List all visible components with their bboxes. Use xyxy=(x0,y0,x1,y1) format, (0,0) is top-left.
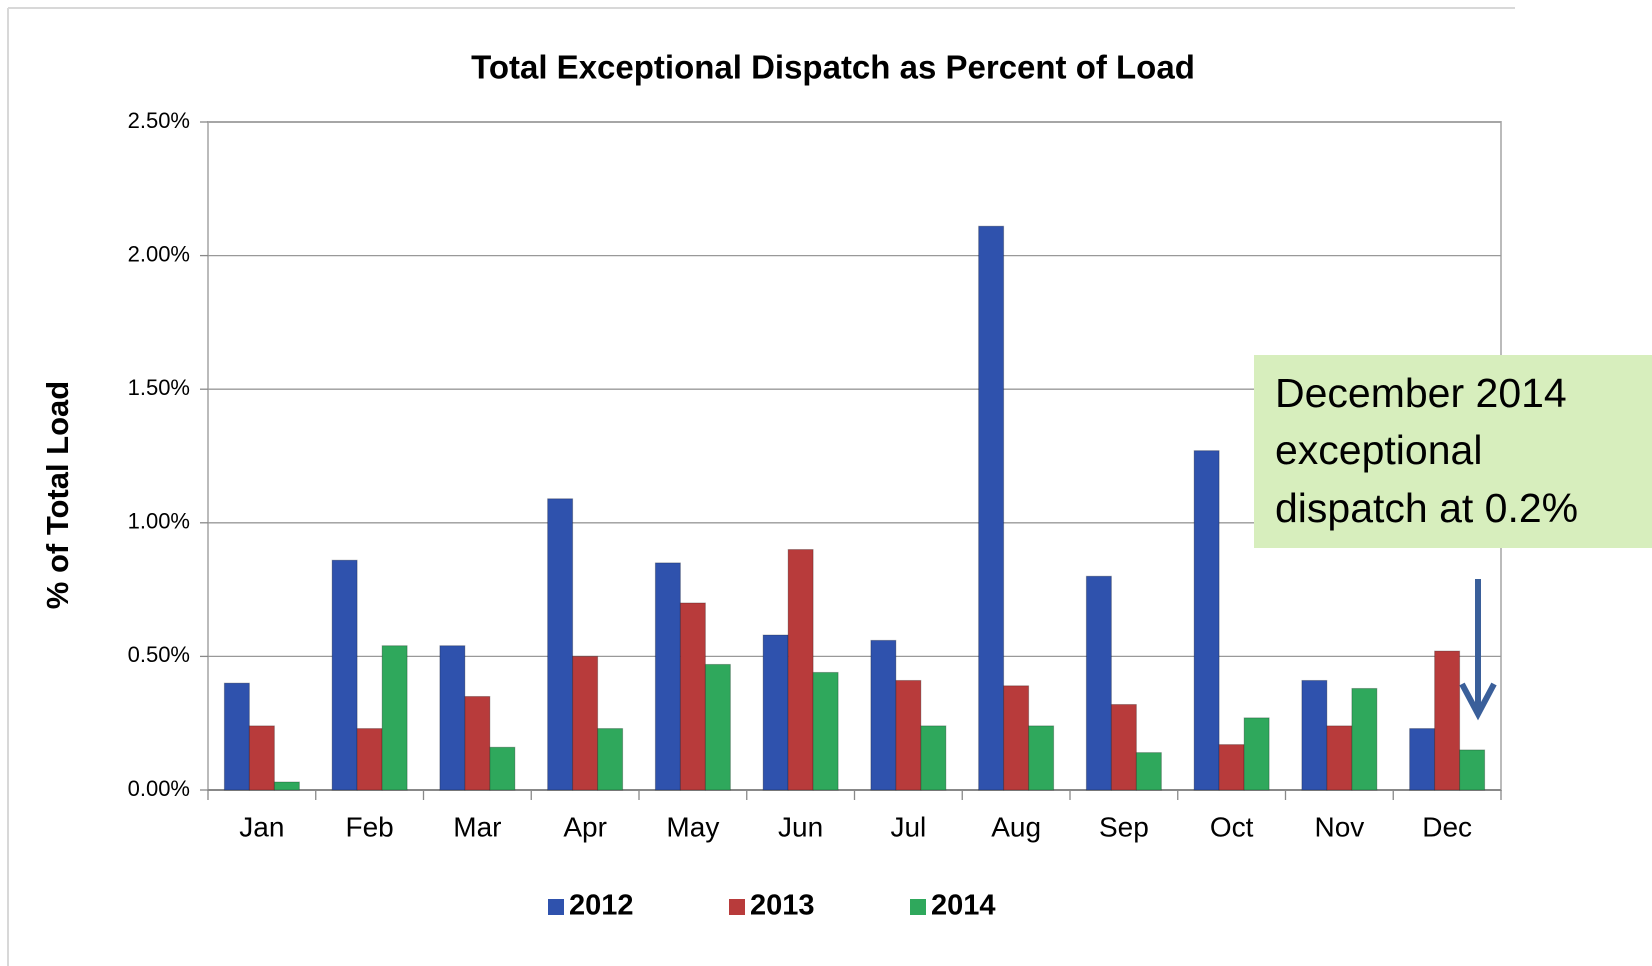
bar xyxy=(381,645,408,791)
bar xyxy=(654,562,681,791)
annotation-line: dispatch at 0.2% xyxy=(1275,485,1578,531)
bar xyxy=(572,655,599,791)
bar xyxy=(1243,717,1270,791)
bar xyxy=(1351,687,1378,791)
bar xyxy=(1193,450,1220,791)
bar xyxy=(679,602,706,791)
bar xyxy=(597,728,624,791)
bar xyxy=(223,682,250,791)
y-tick-label: 0.00% xyxy=(128,776,190,801)
legend-swatch xyxy=(729,899,745,915)
chart-title: Total Exceptional Dispatch as Percent of… xyxy=(471,49,1195,86)
x-tick-label: Dec xyxy=(1422,811,1472,842)
bar xyxy=(812,671,839,791)
bar xyxy=(547,498,574,791)
y-tick-label: 1.50% xyxy=(128,375,190,400)
bar xyxy=(1218,744,1245,791)
x-tick-label: Jul xyxy=(890,811,926,842)
annotation-box xyxy=(1254,355,1652,548)
legend-label: 2012 xyxy=(569,890,634,922)
x-tick-label: Sep xyxy=(1099,811,1149,842)
bar xyxy=(331,559,358,791)
bar xyxy=(1301,679,1328,791)
y-tick-label: 1.00% xyxy=(128,509,190,534)
legend-swatch xyxy=(548,899,564,915)
legend-label: 2014 xyxy=(931,890,996,922)
x-tick-label: Nov xyxy=(1314,811,1364,842)
y-tick-label: 0.50% xyxy=(128,642,190,667)
bar xyxy=(1003,685,1030,791)
bar xyxy=(1110,703,1137,791)
bar xyxy=(762,634,789,791)
bar xyxy=(1409,728,1436,791)
annotation-line: December 2014 xyxy=(1275,370,1567,416)
y-tick-label: 2.00% xyxy=(128,241,190,266)
bar xyxy=(489,746,516,791)
bar xyxy=(1085,575,1112,791)
bar xyxy=(787,549,814,791)
bar xyxy=(704,663,731,791)
layer: 0.00% 0.50% 1.00% 1.50% 2.00% 2.50% Jan Feb Mar A… xyxy=(128,108,1502,922)
x-tick-label: Jun xyxy=(778,811,823,842)
x-tick-label: Apr xyxy=(563,811,607,842)
bar xyxy=(870,639,897,791)
x-tick-label: Jan xyxy=(239,811,284,842)
x-tick-label: Feb xyxy=(346,811,394,842)
y-tick-label: 2.50% xyxy=(128,108,190,133)
bar xyxy=(273,781,300,791)
bar xyxy=(1434,650,1461,791)
bar xyxy=(464,695,491,791)
bar xyxy=(248,725,275,791)
arrow-head xyxy=(1459,682,1497,721)
x-tick-label: Mar xyxy=(453,811,501,842)
bar xyxy=(356,728,383,791)
y-axis-label: % of Total Load xyxy=(40,381,75,609)
bar xyxy=(1326,725,1353,791)
annotation-line: exceptional xyxy=(1275,427,1482,473)
bar xyxy=(895,679,922,791)
x-tick-label: Aug xyxy=(991,811,1041,842)
legend-swatch xyxy=(910,899,926,915)
bar xyxy=(439,645,466,791)
bar xyxy=(920,725,947,791)
bar xyxy=(1135,752,1162,791)
bar xyxy=(978,225,1005,791)
bar xyxy=(1028,725,1055,791)
bar xyxy=(1459,749,1486,791)
x-tick-label: May xyxy=(666,811,719,842)
x-tick-label: Oct xyxy=(1210,811,1254,842)
legend-label: 2013 xyxy=(750,890,815,922)
